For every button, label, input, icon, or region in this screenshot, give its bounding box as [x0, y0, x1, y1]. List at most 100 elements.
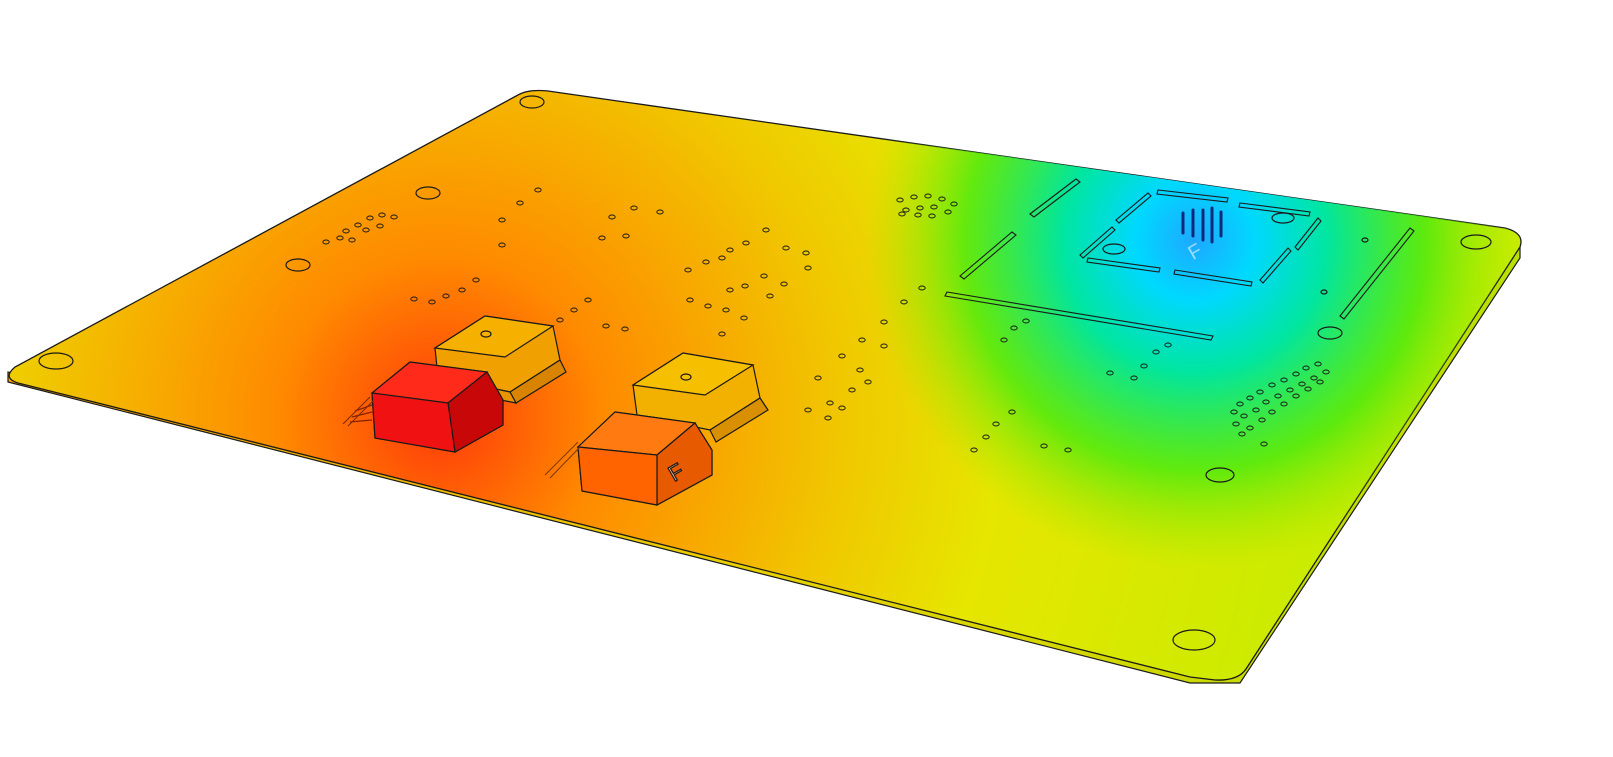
via-hole [1040, 443, 1048, 449]
mounting-hole [1102, 243, 1126, 255]
slot [1259, 247, 1292, 284]
mounting-hole [1320, 289, 1328, 295]
via-hole [458, 287, 466, 293]
via-hole [1246, 395, 1254, 401]
via-hole [902, 207, 910, 213]
via-hole [570, 307, 578, 313]
via-hole [924, 193, 932, 199]
slot [1339, 227, 1415, 320]
connector-1-front [342, 361, 504, 453]
via-hole [1268, 409, 1276, 415]
mounting-hole [1460, 234, 1492, 250]
mounting-hole [38, 352, 74, 370]
slots [944, 178, 1415, 341]
via-hole [1130, 375, 1138, 381]
via-hole [1106, 370, 1114, 376]
via-hole [1274, 393, 1282, 399]
via-hole [838, 405, 846, 411]
via-hole [740, 315, 748, 321]
connector-2-front: F [544, 411, 713, 507]
via-hole [1008, 409, 1016, 415]
via-hole [950, 201, 958, 207]
via-hole [880, 319, 888, 325]
via-hole [766, 293, 774, 299]
via-hole [1236, 401, 1244, 407]
via-hole [718, 331, 726, 337]
via-hole [914, 212, 922, 218]
via-hole [354, 222, 362, 228]
via-hole [498, 242, 506, 248]
via-hole [938, 196, 946, 202]
via-hole [630, 205, 638, 211]
connector-2-back [631, 352, 769, 443]
via-hole [1292, 393, 1300, 399]
via-hole [992, 421, 1000, 427]
via-hole [684, 267, 692, 273]
via-hole [442, 293, 450, 299]
via-hole [336, 235, 344, 241]
via-hole [1304, 386, 1312, 392]
mounting-hole [1205, 467, 1235, 483]
via-hole [838, 353, 846, 359]
via-hole [726, 247, 734, 253]
via-hole [1292, 371, 1300, 377]
via-hole [982, 434, 990, 440]
mounting-hole [1361, 237, 1369, 243]
via-hole [362, 227, 370, 233]
via-hole [928, 213, 936, 219]
via-hole [1262, 399, 1270, 405]
chip-pins [1181, 206, 1223, 244]
via-hole [1280, 377, 1288, 383]
slot [944, 291, 1214, 341]
via-hole [608, 214, 616, 220]
mounting-hole [415, 186, 441, 200]
via-hole [898, 211, 906, 217]
via-hole [516, 200, 524, 206]
mounting-hole [519, 95, 545, 109]
via-holes [322, 187, 1330, 453]
via-hole [686, 297, 694, 303]
via-hole [584, 297, 592, 303]
via-hole [1268, 382, 1276, 388]
via-hole [1258, 417, 1266, 423]
via-hole [556, 317, 564, 323]
via-hole [342, 228, 350, 234]
via-hole [622, 233, 630, 239]
via-hole [534, 187, 542, 193]
via-hole [916, 205, 924, 211]
via-hole [804, 265, 812, 271]
via-hole [322, 239, 330, 245]
via-hole [944, 209, 952, 215]
via-hole [602, 323, 610, 329]
via-hole [428, 299, 436, 305]
slot [1086, 257, 1161, 273]
via-hole [348, 237, 356, 243]
via-hole [1010, 325, 1018, 331]
via-hole [1298, 381, 1306, 387]
slot [959, 231, 1017, 280]
via-hole [1064, 447, 1072, 453]
via-hole [366, 215, 374, 221]
via-hole [1230, 409, 1238, 415]
via-hole [726, 287, 734, 293]
via-hole [1260, 441, 1268, 447]
via-hole [900, 299, 908, 305]
via-hole [880, 343, 888, 349]
via-hole [1256, 389, 1264, 395]
mounting-hole [285, 258, 311, 272]
via-hole [1246, 425, 1254, 431]
slot [1079, 226, 1116, 259]
via-hole [826, 400, 834, 406]
via-hole [814, 375, 822, 381]
mounting-hole [1172, 629, 1216, 651]
via-hole [848, 387, 856, 393]
via-hole [1164, 342, 1172, 348]
slot [1156, 189, 1229, 203]
via-hole [896, 197, 904, 203]
via-hole [1280, 401, 1288, 407]
via-hole [918, 285, 926, 291]
via-hole [802, 250, 810, 256]
via-hole [1238, 431, 1246, 437]
via-hole [410, 296, 418, 302]
